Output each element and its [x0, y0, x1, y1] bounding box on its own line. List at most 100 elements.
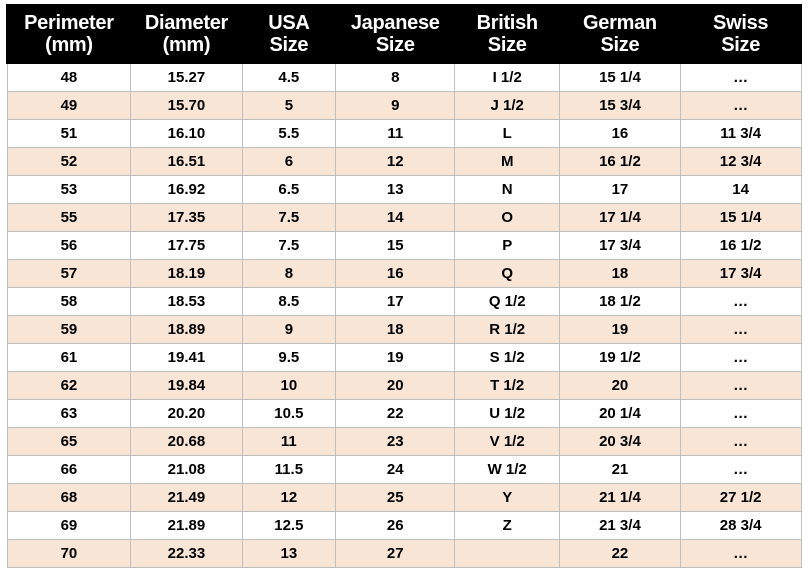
- table-cell: I 1/2: [455, 63, 560, 92]
- header-cell-1: Diameter(mm): [131, 5, 242, 63]
- table-cell: W 1/2: [455, 456, 560, 484]
- table-cell: Q 1/2: [455, 288, 560, 316]
- table-cell: 27: [336, 540, 455, 568]
- table-cell: T 1/2: [455, 372, 560, 400]
- table-cell: 70: [7, 540, 131, 568]
- table-row: 5818.538.517Q 1/218 1/2…: [7, 288, 801, 316]
- table-cell: 21 1/4: [560, 484, 681, 512]
- table-cell: 4.5: [242, 63, 336, 92]
- table-cell: 14: [336, 204, 455, 232]
- header-line1: Swiss: [713, 12, 768, 34]
- table-cell: …: [680, 400, 801, 428]
- table-cell: 17: [560, 176, 681, 204]
- table-cell: 17.75: [131, 232, 242, 260]
- header-line1: British: [477, 12, 538, 34]
- table-cell: 18: [560, 260, 681, 288]
- table-cell: 20 1/4: [560, 400, 681, 428]
- table-cell: 28 3/4: [680, 512, 801, 540]
- table-cell: L: [455, 120, 560, 148]
- table-cell: 15 1/4: [680, 204, 801, 232]
- table-cell: …: [680, 288, 801, 316]
- table-cell: 20.68: [131, 428, 242, 456]
- table-cell: 19: [336, 344, 455, 372]
- table-row: 4915.7059J 1/215 3/4…: [7, 92, 801, 120]
- table-cell: 7.5: [242, 232, 336, 260]
- table-row: 6219.841020T 1/220…: [7, 372, 801, 400]
- table-row: 6821.491225Y21 1/427 1/2: [7, 484, 801, 512]
- table-cell: S 1/2: [455, 344, 560, 372]
- table-cell: 16.10: [131, 120, 242, 148]
- table-cell: …: [680, 92, 801, 120]
- table-cell: 7.5: [242, 204, 336, 232]
- table-cell: 19: [560, 316, 681, 344]
- table-cell: …: [680, 428, 801, 456]
- table-cell: 20: [560, 372, 681, 400]
- table-cell: 17 1/4: [560, 204, 681, 232]
- table-cell: 16: [560, 120, 681, 148]
- table-cell: 15.70: [131, 92, 242, 120]
- table-cell: 48: [7, 63, 131, 92]
- table-cell: 21.49: [131, 484, 242, 512]
- table-cell: 15 3/4: [560, 92, 681, 120]
- table-cell: 62: [7, 372, 131, 400]
- table-cell: O: [455, 204, 560, 232]
- table-row: 6119.419.519S 1/219 1/2…: [7, 344, 801, 372]
- table-cell: 14: [680, 176, 801, 204]
- table-cell: 58: [7, 288, 131, 316]
- table-cell: U 1/2: [455, 400, 560, 428]
- table-cell: N: [455, 176, 560, 204]
- table-cell: 17.35: [131, 204, 242, 232]
- table-cell: …: [680, 540, 801, 568]
- header-line2: (mm): [10, 34, 128, 56]
- table-cell: 9.5: [242, 344, 336, 372]
- table-cell: 13: [336, 176, 455, 204]
- table-header: Perimeter(mm)Diameter(mm)USASizeJapanese…: [7, 5, 801, 63]
- table-cell: 5: [242, 92, 336, 120]
- table-cell: 56: [7, 232, 131, 260]
- table-cell: …: [680, 456, 801, 484]
- header-line1: German: [583, 12, 657, 34]
- table-row: 6921.8912.526Z21 3/428 3/4: [7, 512, 801, 540]
- table-cell: 27 1/2: [680, 484, 801, 512]
- table-cell: 18.89: [131, 316, 242, 344]
- table-cell: 6: [242, 148, 336, 176]
- table-cell: 16 1/2: [560, 148, 681, 176]
- table-cell: 17: [336, 288, 455, 316]
- table-cell: 20: [336, 372, 455, 400]
- table-cell: 15: [336, 232, 455, 260]
- table-cell: 19.84: [131, 372, 242, 400]
- header-cell-4: BritishSize: [455, 5, 560, 63]
- table-row: 5918.89918R 1/219…: [7, 316, 801, 344]
- header-line1: Japanese: [351, 12, 440, 34]
- table-cell: 65: [7, 428, 131, 456]
- table-cell: 15.27: [131, 63, 242, 92]
- table-cell: 9: [242, 316, 336, 344]
- table-cell: 26: [336, 512, 455, 540]
- table-row: 6621.0811.524W 1/221…: [7, 456, 801, 484]
- header-line2: (mm): [134, 34, 239, 56]
- table-cell: …: [680, 63, 801, 92]
- table-row: 5116.105.511L1611 3/4: [7, 120, 801, 148]
- table-row: 5718.19816Q1817 3/4: [7, 260, 801, 288]
- table-cell: …: [680, 316, 801, 344]
- table-cell: 17 3/4: [560, 232, 681, 260]
- header-line2: Size: [339, 34, 452, 56]
- table-cell: 52: [7, 148, 131, 176]
- table-cell: 16: [336, 260, 455, 288]
- table-cell: 11 3/4: [680, 120, 801, 148]
- table-cell: 18.19: [131, 260, 242, 288]
- table-row: 5216.51612M16 1/212 3/4: [7, 148, 801, 176]
- table-cell: 22: [336, 400, 455, 428]
- table-cell: J 1/2: [455, 92, 560, 120]
- table-cell: 16.92: [131, 176, 242, 204]
- table-cell: …: [680, 372, 801, 400]
- table-cell: M: [455, 148, 560, 176]
- table-cell: 17 3/4: [680, 260, 801, 288]
- table-cell: Q: [455, 260, 560, 288]
- table-cell: 24: [336, 456, 455, 484]
- table-cell: 21.89: [131, 512, 242, 540]
- header-line2: Size: [245, 34, 333, 56]
- table-cell: 12.5: [242, 512, 336, 540]
- table-cell: 8.5: [242, 288, 336, 316]
- table-cell: 10.5: [242, 400, 336, 428]
